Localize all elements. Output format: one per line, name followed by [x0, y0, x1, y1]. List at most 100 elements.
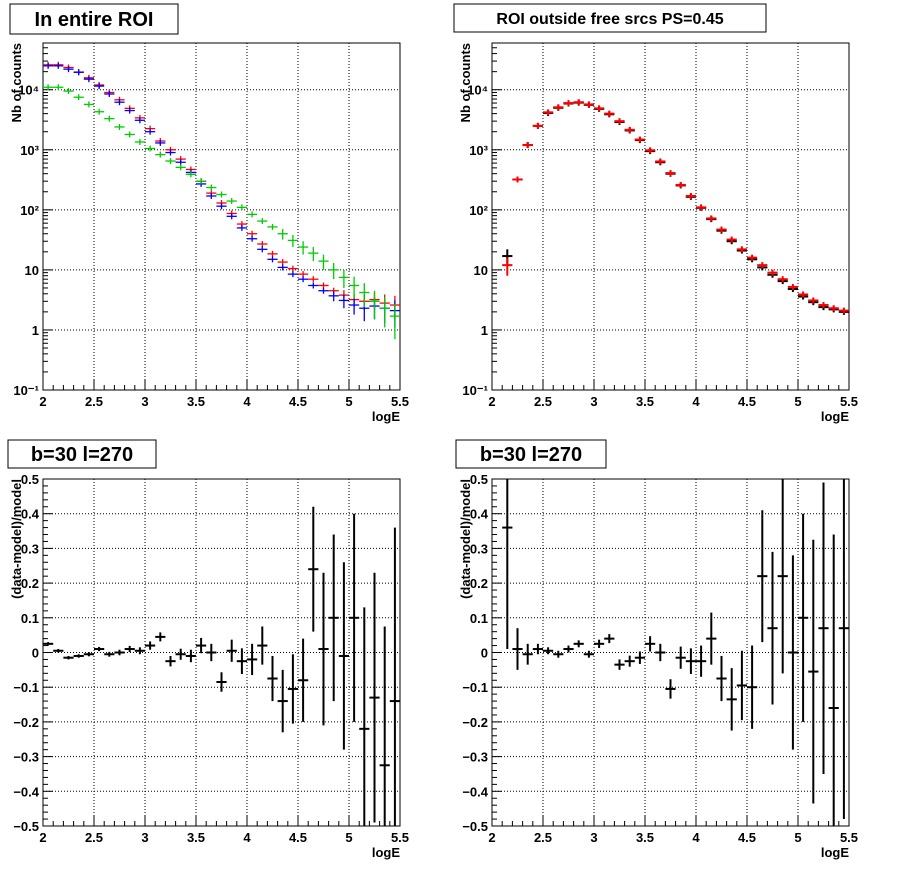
data-point	[216, 203, 227, 210]
x-tick-label: 3	[590, 830, 597, 845]
data-point	[726, 668, 737, 731]
data-point	[236, 648, 247, 675]
plot-frame	[42, 42, 401, 391]
data-point	[298, 271, 309, 278]
data-point	[277, 259, 288, 266]
series-1	[502, 479, 849, 826]
data-point	[175, 159, 186, 166]
data-point	[63, 655, 74, 660]
data-point	[696, 645, 707, 677]
chart-title: b=30 l=270	[480, 444, 582, 466]
data-point	[94, 108, 105, 115]
data-point	[308, 506, 319, 632]
data-point	[573, 99, 584, 106]
y-tick-label: 10³	[20, 143, 39, 158]
x-tick-label: 3.5	[636, 830, 654, 845]
data-point	[175, 164, 186, 171]
y-tick-label: −0.1	[462, 680, 488, 695]
data-point	[634, 651, 645, 664]
chart-panel-4: 2 2.5 3 3.5 4 4.5 5 5.5 −0.5 −0.4 −0.3 −0.2 −0.1 0 0.1…	[455, 439, 858, 860]
data-point	[83, 76, 94, 83]
data-point	[226, 639, 237, 662]
y-axis-label: Nb of counts	[458, 43, 473, 122]
data-point	[318, 287, 329, 294]
data-point	[665, 679, 676, 699]
x-tick-label: 4	[692, 830, 700, 845]
data-point	[767, 551, 778, 705]
y-tick-label: 0.4	[470, 507, 489, 522]
data-point	[318, 572, 329, 726]
data-point	[226, 198, 237, 205]
x-tick-label: 2.5	[85, 830, 103, 845]
data-point	[114, 123, 125, 130]
data-point	[287, 235, 298, 248]
data-point	[277, 669, 288, 733]
y-tick-label: −0.5	[13, 819, 39, 834]
data-point	[553, 650, 564, 658]
data-point	[338, 562, 349, 750]
data-point	[247, 235, 258, 242]
data-point	[563, 100, 574, 107]
data-point	[328, 263, 339, 280]
chart-title: In entire ROI	[35, 9, 154, 31]
series-2	[43, 62, 400, 328]
data-point	[185, 171, 196, 178]
x-tick-label: 5	[794, 830, 801, 845]
x-tick-label: 5	[345, 394, 352, 409]
data-point	[247, 211, 258, 218]
data-point	[798, 513, 809, 722]
y-tick-label: 0	[481, 646, 488, 661]
x-tick-label: 5.5	[391, 830, 409, 845]
data-point	[726, 236, 737, 243]
data-point	[359, 607, 370, 826]
data-point	[757, 510, 768, 643]
x-axis-label: logE	[372, 845, 400, 860]
x-tick-label: 4	[243, 830, 251, 845]
x-tick-label: 2.5	[85, 394, 103, 409]
data-point	[247, 230, 258, 237]
data-point	[818, 302, 829, 309]
x-tick-label: 3	[141, 830, 148, 845]
data-point	[655, 643, 666, 662]
data-point	[114, 99, 125, 106]
data-point	[206, 192, 217, 199]
y-tick-label: −0.4	[462, 784, 488, 799]
data-point	[624, 655, 635, 667]
series-1	[502, 99, 849, 315]
x-tick-label: 2	[488, 394, 495, 409]
data-point	[583, 650, 594, 658]
y-tick-label: 0.2	[470, 576, 488, 591]
y-tick-label: 10⁻¹	[462, 383, 488, 398]
data-point	[206, 643, 217, 662]
x-axis-label: logE	[372, 409, 400, 424]
x-tick-label: 3	[141, 394, 148, 409]
data-point	[614, 659, 625, 670]
data-point	[94, 83, 105, 90]
data-point	[308, 276, 319, 283]
data-point	[808, 297, 819, 304]
data-point	[543, 109, 554, 116]
x-tick-label: 2.5	[534, 394, 552, 409]
x-tick-label: 5.5	[391, 394, 409, 409]
chart-panel-1: 2 2.5 3 3.5 4 4.5 5 5.5 10⁻¹ 1 10 10² 10³ 10⁴ logE Nb o…	[9, 3, 409, 424]
data-point	[185, 649, 196, 663]
y-tick-label: −0.5	[462, 819, 488, 834]
x-axis-label: logE	[821, 845, 849, 860]
data-point	[512, 176, 523, 183]
data-point	[155, 632, 166, 642]
data-point	[226, 213, 237, 220]
data-point	[298, 276, 309, 283]
data-point	[389, 527, 400, 826]
data-point	[134, 117, 145, 124]
data-point	[165, 149, 176, 156]
data-point	[655, 158, 666, 165]
series-3	[43, 84, 400, 340]
data-point	[777, 276, 788, 283]
chart-title: ROI outside free srcs PS=0.45	[496, 11, 723, 28]
x-tick-label: 5.5	[840, 394, 858, 409]
data-point	[634, 136, 645, 143]
y-tick-label: 10⁻¹	[13, 383, 39, 398]
data-point	[379, 626, 390, 826]
data-point	[134, 647, 145, 655]
